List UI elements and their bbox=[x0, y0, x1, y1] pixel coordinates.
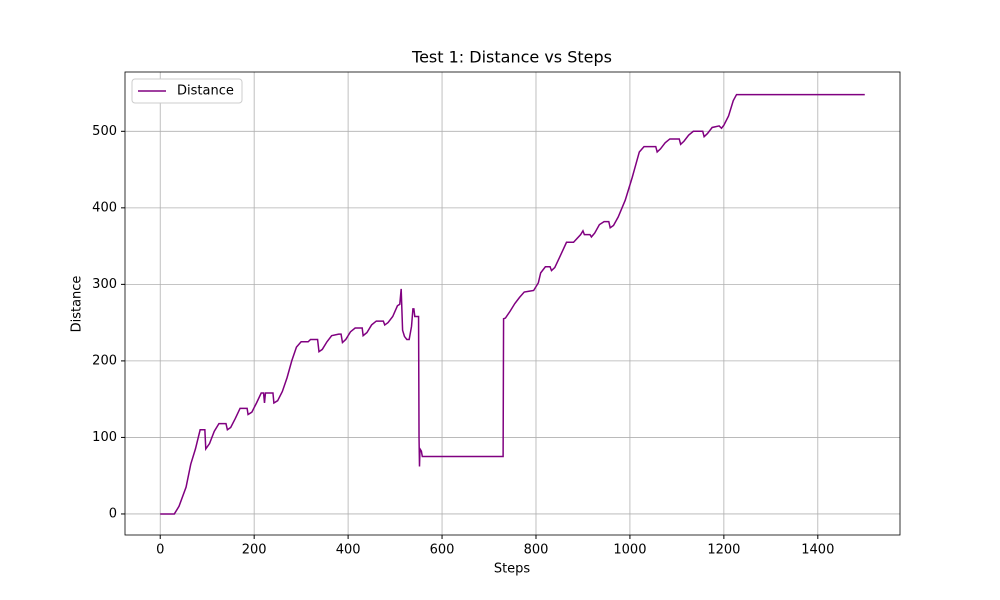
x-tick-label: 1400 bbox=[801, 543, 834, 558]
x-tick-label: 800 bbox=[524, 543, 549, 558]
x-tick-label: 600 bbox=[430, 543, 455, 558]
x-tick-label: 400 bbox=[336, 543, 361, 558]
legend-label: Distance bbox=[177, 84, 234, 99]
x-tick-label: 0 bbox=[156, 543, 164, 558]
x-axis-label: Steps bbox=[494, 562, 531, 577]
chart-title: Test 1: Distance vs Steps bbox=[411, 48, 612, 67]
plot-frame bbox=[124, 71, 901, 536]
y-tick-label: 100 bbox=[92, 430, 117, 445]
x-tick-label: 200 bbox=[242, 543, 267, 558]
y-tick-label: 200 bbox=[92, 353, 117, 368]
y-tick-label: 400 bbox=[92, 200, 117, 215]
y-axis-label: Distance bbox=[70, 276, 85, 333]
x-tick-label: 1200 bbox=[707, 543, 740, 558]
y-tick-label: 0 bbox=[109, 506, 117, 521]
y-tick-label: 300 bbox=[92, 277, 117, 292]
y-tick-label: 500 bbox=[92, 124, 117, 139]
x-tick-label: 1000 bbox=[613, 543, 646, 558]
legend-box bbox=[131, 78, 243, 104]
data-line bbox=[160, 93, 865, 515]
